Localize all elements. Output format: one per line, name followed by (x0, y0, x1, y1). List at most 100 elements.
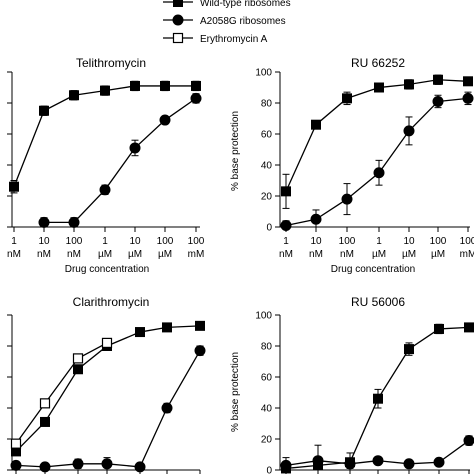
x-tick-unit: µM (402, 249, 416, 260)
marker-circle (101, 458, 113, 470)
marker-square (162, 322, 172, 333)
series (9, 80, 201, 194)
series-line (44, 97, 197, 224)
x-tick-label: 100 (188, 236, 205, 247)
marker-square (404, 344, 414, 355)
y-tick-label: 0 (266, 466, 272, 474)
x-tick-unit: µM (98, 249, 112, 260)
series-line (285, 97, 469, 227)
panel-title: RU 66252 (351, 56, 405, 70)
series (38, 92, 202, 228)
legend: Wild-type ribosomes A2058G ribosomes Eryth… (163, 0, 291, 45)
series (10, 337, 113, 449)
x-axis-label: Drug concentration (331, 264, 416, 275)
panel-clarithromycin: Clarithromycin (7, 295, 206, 474)
marker-square (160, 80, 170, 91)
marker-circle (190, 92, 202, 104)
marker-square (311, 119, 321, 130)
y-tick-label: 100 (255, 68, 272, 79)
marker-square (434, 323, 444, 334)
marker-circle (433, 456, 445, 468)
x-tick-label: 1 (376, 236, 382, 247)
y-tick-label: 0 (266, 223, 272, 234)
x-tick-unit: nM (279, 249, 293, 260)
x-tick-unit: µM (431, 249, 445, 260)
x-tick-label: 100 (460, 236, 474, 247)
marker-square (69, 90, 79, 101)
x-tick-unit: nM (340, 249, 354, 260)
panel-title: Clarithromycin (73, 295, 150, 309)
x-tick-label: 10 (403, 236, 415, 247)
marker-square (463, 76, 473, 87)
marker-square (191, 80, 201, 91)
x-tick-label: 100 (157, 236, 174, 247)
series (280, 91, 474, 231)
marker-circle (373, 167, 385, 179)
marker-square (130, 80, 140, 91)
y-tick-label: 40 (261, 161, 273, 172)
marker-circle (72, 458, 84, 470)
marker-square (373, 393, 383, 404)
marker-square (73, 364, 83, 375)
marker-circle (38, 216, 50, 228)
marker-open-square (101, 337, 113, 348)
x-tick-label: 10 (38, 236, 50, 247)
marker-circle (310, 213, 322, 225)
marker-circle (134, 461, 146, 473)
panel-ru-56006: RU 56006 0 20 40 60 80 100 % base protection (230, 295, 474, 474)
marker-circle (161, 402, 173, 414)
marker-circle (10, 459, 22, 471)
marker-circle (341, 193, 353, 205)
marker-circle (462, 92, 474, 104)
x-tick-unit: mM (460, 249, 474, 260)
x-tick-unit: µM (158, 249, 172, 260)
marker-square (433, 74, 443, 85)
panel-ru-66252: RU 66252 0 20 40 60 80 100 1 nM 10 nM 100 nM 1 µM 10 µM… (230, 56, 474, 275)
series (11, 320, 205, 457)
y-tick-label: 100 (255, 311, 272, 322)
marker-open-square (10, 438, 22, 449)
marker-circle (39, 461, 51, 473)
x-tick-unit: µM (128, 249, 142, 260)
panel-title: RU 56006 (351, 295, 405, 309)
marker-square (464, 322, 474, 333)
marker-open-square (72, 353, 84, 364)
panel-telithromycin: Telithromycin 1 nM 10 nM 100 nM 1 µM 10 µM 100 µM 10… (7, 56, 205, 275)
marker-open-square (39, 398, 51, 409)
marker-circle (372, 455, 384, 467)
marker-square (195, 320, 205, 331)
y-tick-label: 40 (261, 404, 273, 415)
series (281, 74, 473, 209)
y-tick-label: 80 (261, 342, 273, 353)
x-tick-label: 1 (102, 236, 108, 247)
y-tick-label: 60 (261, 373, 273, 384)
panel-title: Telithromycin (76, 56, 146, 70)
series-line (15, 342, 108, 445)
x-tick-label: 100 (430, 236, 447, 247)
x-tick-unit: µM (372, 249, 386, 260)
marker-square (40, 416, 50, 427)
marker-square (173, 0, 183, 7)
y-tick-label: 20 (261, 435, 273, 446)
x-tick-unit: nM (37, 249, 51, 260)
marker-square (404, 79, 414, 90)
series (281, 322, 474, 474)
x-tick-label: 1 (283, 236, 289, 247)
marker-square (39, 105, 49, 116)
marker-circle (129, 142, 141, 154)
y-tick-label: 20 (261, 192, 273, 203)
marker-open-square (172, 32, 184, 44)
legend-label: Wild-type ribosomes (200, 0, 291, 9)
marker-square (374, 82, 384, 93)
series (10, 345, 206, 473)
x-tick-unit: mM (188, 249, 205, 260)
marker-circle (159, 114, 171, 126)
marker-circle (403, 125, 415, 137)
marker-square (281, 186, 291, 197)
marker-square (9, 181, 19, 192)
y-axis-label: % base protection (230, 352, 241, 432)
x-tick-unit: nM (67, 249, 81, 260)
y-axis-label: % base protection (230, 111, 241, 191)
marker-square (135, 327, 145, 338)
